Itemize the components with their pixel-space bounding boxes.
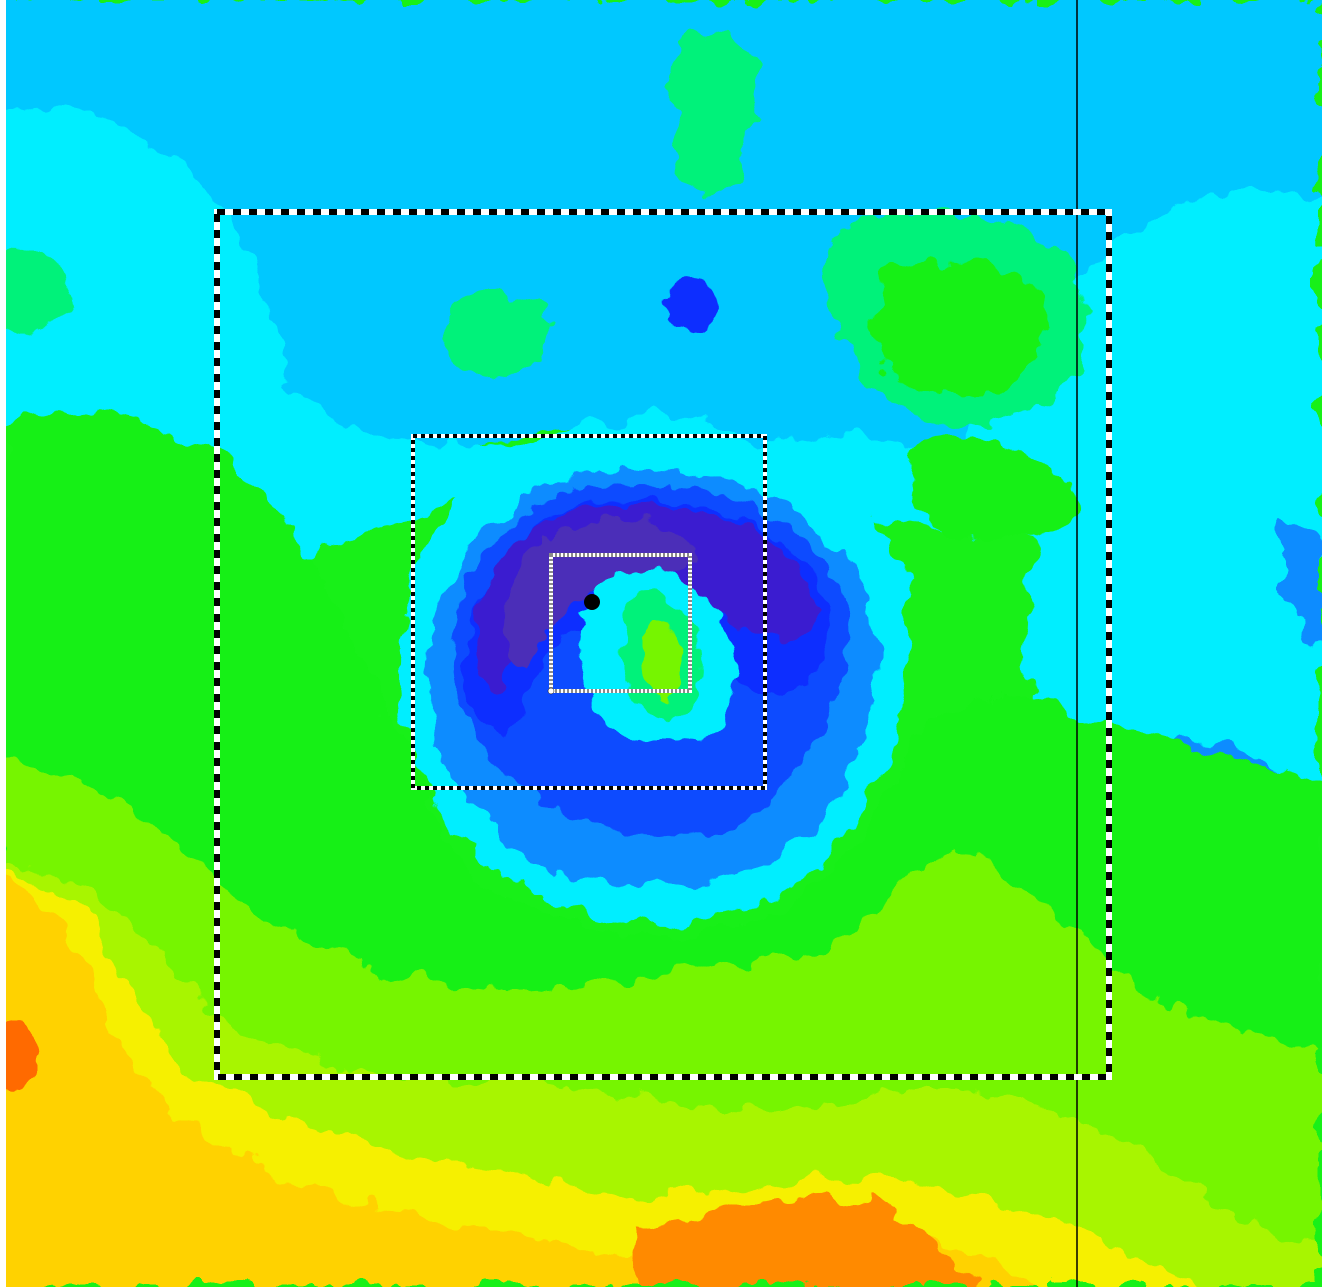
inner-frame-corner-marker — [547, 687, 555, 695]
right-edge-azure-patch — [1280, 519, 1322, 640]
southern-orange-region — [630, 1197, 980, 1287]
upper-right-lime-blob — [870, 260, 1042, 396]
top-green-blob-2 — [446, 289, 550, 380]
left-edge-green-blob — [0, 248, 70, 334]
central-peak-lime — [643, 620, 683, 700]
right-green-blob — [909, 438, 1080, 540]
southern-gold-region — [0, 880, 1040, 1287]
middle-region-frame — [411, 434, 767, 790]
north-dark-blue-spot — [662, 277, 718, 333]
left-edge-orange-patch — [0, 1018, 40, 1088]
inner-region-frame — [547, 553, 692, 695]
top-green-blob-1 — [670, 32, 760, 201]
left-edge-strip — [0, 0, 6, 1287]
filled-circle-icon — [584, 594, 600, 610]
outer-region-frame — [214, 209, 1112, 1080]
